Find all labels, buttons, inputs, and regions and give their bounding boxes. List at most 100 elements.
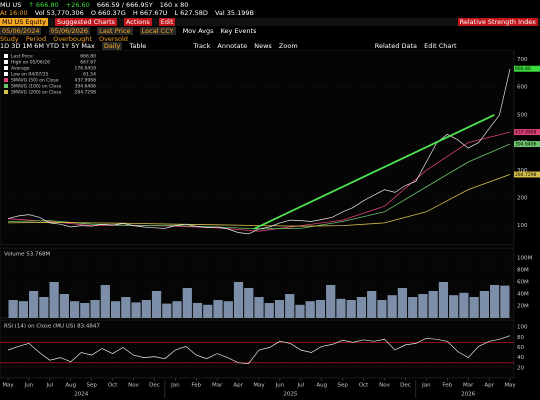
legend-swatch: [4, 78, 8, 82]
year-label: 2025: [283, 392, 297, 398]
frequency[interactable]: Daily: [101, 42, 123, 50]
legend-swatch: [4, 54, 8, 58]
annotate[interactable]: Annotate: [217, 42, 248, 50]
legend-value: 61.54: [83, 72, 96, 78]
legend-label: High on 05/06/26: [11, 60, 50, 66]
volume-bar: [397, 288, 408, 318]
x-tick-label: Jun: [24, 383, 34, 389]
volume-title: Volume 53.768M: [4, 252, 50, 258]
y-tick-label: 20: [517, 365, 524, 371]
x-tick-label: Jan: [421, 383, 431, 389]
ranges[interactable]: 1D 3D 1M 6M YTD 1Y 5Y Max: [0, 42, 95, 50]
volume-bar: [326, 285, 336, 318]
volume-bar: [469, 297, 479, 318]
volume-bar: [274, 300, 285, 318]
quote-row: MU US ↑ 666.80 +26.60 666.59 / 666.95Y 1…: [0, 1, 540, 9]
x-tick-label: Nov: [128, 383, 139, 389]
volume-bar: [131, 302, 141, 318]
x-tick-label: Jan: [170, 383, 180, 389]
legend-value: 667.67: [80, 60, 96, 66]
zoom[interactable]: Zoom: [278, 42, 298, 50]
period[interactable]: Period: [25, 35, 47, 43]
suggested[interactable]: Suggested Charts: [55, 18, 117, 26]
y-tick-label: 80M: [517, 268, 529, 274]
actions[interactable]: Actions: [123, 18, 152, 26]
x-tick-label: Mar: [463, 383, 474, 389]
y-tick-label: 600: [517, 85, 528, 91]
mov-avgs[interactable]: Mov Avgs: [182, 27, 214, 35]
volume-bar: [285, 294, 295, 318]
volume-bar: [295, 304, 305, 318]
volume: Vol 53,770,306: [34, 9, 84, 17]
legend-value: 666.80: [80, 54, 96, 60]
track[interactable]: Track: [193, 42, 211, 50]
volume-bar: [8, 300, 18, 318]
year-label: 2026: [461, 392, 475, 398]
currency[interactable]: Local CCY: [139, 27, 176, 35]
x-tick-label: May: [253, 383, 265, 389]
end-date[interactable]: 05/06/2026: [48, 27, 91, 35]
edit[interactable]: Edit: [158, 18, 176, 26]
volume-bar: [305, 301, 315, 318]
settings-row: 05/06/2024 05/06/2026 Last Price Local C…: [0, 27, 540, 35]
legend-value: 176.6459: [75, 66, 97, 72]
volume-bar: [203, 304, 213, 318]
related[interactable]: Related Data: [374, 42, 418, 50]
x-tick-label: Aug: [65, 383, 76, 389]
key-events[interactable]: Key Events: [220, 27, 257, 35]
overbought[interactable]: Overbought: [53, 35, 92, 43]
volume-bar: [141, 300, 151, 318]
volume-bar: [367, 291, 377, 318]
x-tick-label: Nov: [379, 383, 390, 389]
volume-bar: [49, 282, 59, 318]
x-tick-label: Jun: [275, 383, 285, 389]
x-tick-label: Dec: [149, 383, 160, 389]
volume-bar: [356, 297, 367, 318]
security[interactable]: MU US Equity: [0, 18, 48, 26]
volume-bar: [336, 298, 346, 318]
size: 160 x 80: [159, 1, 189, 9]
volume-bar: [121, 297, 131, 318]
value-tag: [514, 141, 540, 148]
x-tick-label: Dec: [400, 383, 411, 389]
y-tick-label: 80: [517, 335, 524, 341]
volume-bar: [100, 285, 110, 318]
value-tag-label: 666.80: [515, 66, 531, 72]
news[interactable]: News: [254, 42, 272, 50]
legend-label: Low on 04/07/25: [11, 72, 49, 78]
y-tick-label: 200: [517, 195, 528, 201]
legend-swatch: [4, 72, 8, 76]
volume-bar: [110, 301, 121, 318]
panel-frame: [0, 319, 515, 379]
start-date[interactable]: 05/06/2024: [0, 27, 42, 35]
volume-bar: [387, 295, 397, 318]
volume-bar: [377, 300, 387, 318]
volume-bar: [490, 285, 500, 318]
volume-bar: [192, 303, 203, 318]
time: At 16:00: [0, 9, 28, 17]
volume-bar: [80, 303, 90, 318]
table[interactable]: Table: [129, 42, 147, 50]
y-tick-label: 60: [517, 345, 524, 351]
ticker: MU US: [0, 1, 22, 9]
last: ↑ 666.80: [28, 1, 59, 9]
x-tick-label: Mar: [212, 383, 223, 389]
year-label: 2024: [74, 392, 88, 398]
legend-swatch: [4, 60, 8, 64]
x-tick-label: Feb: [442, 383, 452, 389]
volume-bar: [28, 291, 39, 318]
volume-bar: [18, 301, 28, 318]
x-tick-label: May: [2, 383, 14, 389]
chart-area: 100200300400500600700Last Price666.80Hig…: [0, 50, 540, 398]
legend-label: SMAVG (200) on Close: [11, 90, 62, 96]
volume-bar: [151, 291, 162, 318]
rsi-line: [7, 335, 511, 365]
price-field[interactable]: Last Price: [97, 27, 133, 35]
oversold[interactable]: Oversold: [98, 35, 128, 43]
x-tick-label: Jul: [297, 383, 305, 389]
y-tick-label: 100: [517, 325, 528, 331]
study[interactable]: Study: [0, 35, 19, 43]
edit-chart[interactable]: Edit Chart: [424, 42, 457, 50]
